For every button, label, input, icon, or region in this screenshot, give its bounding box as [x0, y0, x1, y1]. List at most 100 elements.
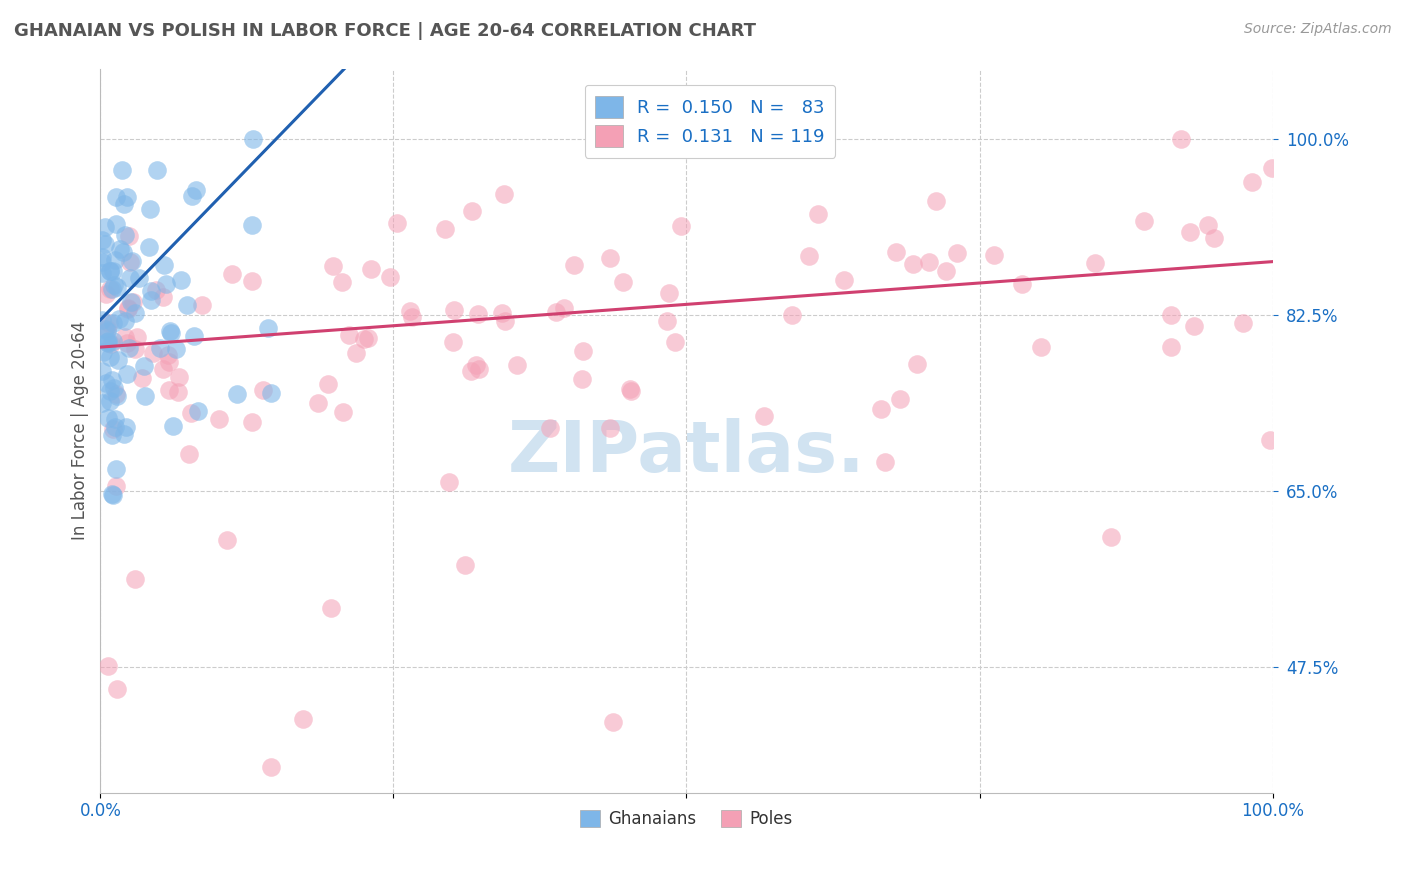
Point: [332, 405, 354, 419]
Point: [346, 345, 368, 359]
Point: [873, 455, 896, 469]
Point: [491, 306, 513, 320]
Point: [120, 295, 142, 310]
Point: [124, 306, 146, 320]
Point: [118, 341, 141, 355]
Text: GHANAIAN VS POLISH IN LABOR FORCE | AGE 20-64 CORRELATION CHART: GHANAIAN VS POLISH IN LABOR FORCE | AGE …: [14, 22, 756, 40]
Legend: Ghanaians, Poles: Ghanaians, Poles: [574, 804, 800, 835]
Point: [115, 419, 138, 434]
Point: [260, 386, 283, 401]
Point: [105, 280, 128, 294]
Point: [834, 273, 856, 287]
Point: [946, 246, 969, 260]
Point: [658, 286, 681, 301]
Point: [90, 364, 112, 378]
Point: [117, 301, 139, 315]
Point: [105, 386, 128, 401]
Point: [167, 370, 190, 384]
Point: [1170, 132, 1192, 146]
Point: [156, 348, 179, 362]
Point: [90, 313, 112, 327]
Point: [181, 189, 204, 203]
Point: [101, 428, 124, 442]
Point: [353, 332, 375, 346]
Point: [115, 335, 138, 350]
Point: [165, 343, 187, 357]
Point: [139, 202, 162, 217]
Point: [118, 271, 141, 285]
Point: [96, 322, 118, 336]
Point: [538, 421, 561, 435]
Point: [187, 404, 209, 418]
Point: [1133, 214, 1156, 228]
Point: [139, 284, 162, 298]
Point: [553, 301, 575, 316]
Point: [321, 601, 343, 615]
Point: [117, 190, 139, 204]
Point: [1182, 319, 1205, 334]
Point: [179, 447, 201, 461]
Point: [111, 244, 134, 259]
Point: [94, 376, 117, 390]
Point: [98, 384, 121, 398]
Point: [103, 422, 125, 436]
Point: [98, 264, 121, 278]
Point: [599, 251, 621, 265]
Point: [101, 334, 124, 348]
Point: [103, 278, 125, 293]
Point: [240, 274, 263, 288]
Point: [807, 207, 830, 221]
Point: [105, 478, 128, 492]
Point: [307, 395, 329, 409]
Point: [1261, 161, 1284, 176]
Point: [1011, 277, 1033, 292]
Point: [108, 242, 131, 256]
Point: [98, 282, 121, 296]
Point: [131, 370, 153, 384]
Point: [1180, 225, 1202, 239]
Point: [91, 250, 114, 264]
Point: [339, 327, 361, 342]
Point: [138, 240, 160, 254]
Point: [443, 302, 465, 317]
Point: [98, 264, 121, 278]
Point: [104, 419, 127, 434]
Point: [787, 132, 810, 146]
Point: [100, 350, 122, 364]
Point: [752, 409, 775, 423]
Text: Source: ZipAtlas.com: Source: ZipAtlas.com: [1244, 22, 1392, 37]
Point: [94, 219, 117, 234]
Point: [1029, 340, 1052, 354]
Point: [97, 659, 120, 673]
Point: [225, 386, 247, 401]
Point: [117, 301, 139, 316]
Point: [1258, 433, 1281, 447]
Point: [100, 373, 122, 387]
Point: [620, 384, 643, 398]
Point: [104, 253, 127, 268]
Point: [494, 314, 516, 328]
Point: [441, 335, 464, 350]
Point: [1160, 308, 1182, 322]
Point: [492, 187, 515, 202]
Point: [562, 258, 585, 272]
Point: [139, 293, 162, 308]
Point: [612, 275, 634, 289]
Point: [669, 219, 692, 233]
Point: [385, 216, 408, 230]
Point: [252, 383, 274, 397]
Point: [107, 352, 129, 367]
Point: [91, 233, 114, 247]
Point: [901, 257, 924, 271]
Point: [797, 249, 820, 263]
Point: [105, 389, 128, 403]
Point: [506, 359, 529, 373]
Point: [93, 345, 115, 359]
Point: [1241, 175, 1264, 189]
Point: [152, 362, 174, 376]
Point: [114, 314, 136, 328]
Point: [240, 415, 263, 429]
Point: [112, 197, 135, 211]
Point: [104, 411, 127, 425]
Point: [152, 290, 174, 304]
